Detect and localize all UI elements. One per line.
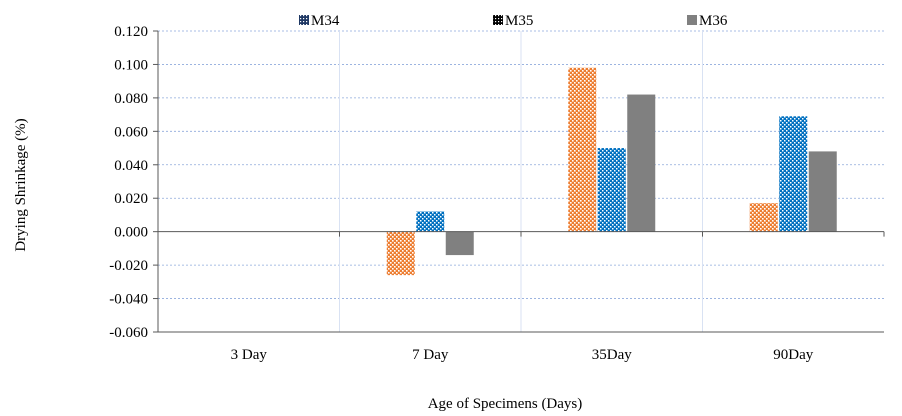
bar-m35-7day	[416, 211, 445, 232]
y-tick-labels: -0.060 -0.040 -0.020 0.000 0.020 0.040 0.060 0.…	[109, 24, 148, 341]
x-tick-labels: 3 Day 7 Day 35Day 90Day	[231, 347, 814, 363]
x-tick-label: 3 Day	[231, 347, 268, 363]
bar-m35-90day	[779, 116, 808, 232]
bar-m34-35day	[568, 67, 597, 232]
gridlines	[158, 30, 884, 332]
y-axis-title: Drying Shrinkage (%)	[13, 118, 29, 251]
legend-label-m36: M36	[699, 13, 728, 29]
bar-m34-90day	[749, 203, 778, 232]
bar-m36-90day	[808, 151, 837, 232]
legend-swatch-m35	[493, 15, 503, 25]
bar-m35-35day	[597, 148, 626, 232]
bar-m34-7day	[386, 231, 415, 276]
bars	[386, 67, 837, 276]
x-tick-label: 90Day	[773, 347, 813, 363]
legend: M34 M35 M36	[299, 13, 728, 29]
y-tick-label: -0.060	[109, 325, 148, 341]
x-tick-label: 35Day	[592, 347, 632, 363]
y-tick-label: 0.100	[114, 57, 148, 73]
legend-swatch-m34	[299, 15, 309, 25]
y-tick-label: 0.020	[114, 191, 148, 207]
axes	[153, 30, 885, 333]
legend-swatch-m36	[687, 15, 697, 25]
y-tick-label: 0.000	[114, 225, 148, 241]
x-tick-label: 7 Day	[412, 347, 449, 363]
y-tick-label: -0.020	[109, 258, 148, 274]
y-tick-label: -0.040	[109, 292, 148, 308]
legend-label-m34: M34	[311, 13, 340, 29]
legend-label-m35: M35	[505, 13, 533, 29]
y-tick-label: 0.080	[114, 91, 148, 107]
y-tick-label: 0.120	[114, 24, 148, 40]
bar-m36-35day	[627, 94, 656, 232]
bar-m36-7day	[445, 231, 474, 256]
y-tick-label: 0.060	[114, 124, 148, 140]
y-tick-label: 0.040	[114, 158, 148, 174]
x-axis-title: Age of Specimens (Days)	[428, 396, 583, 412]
